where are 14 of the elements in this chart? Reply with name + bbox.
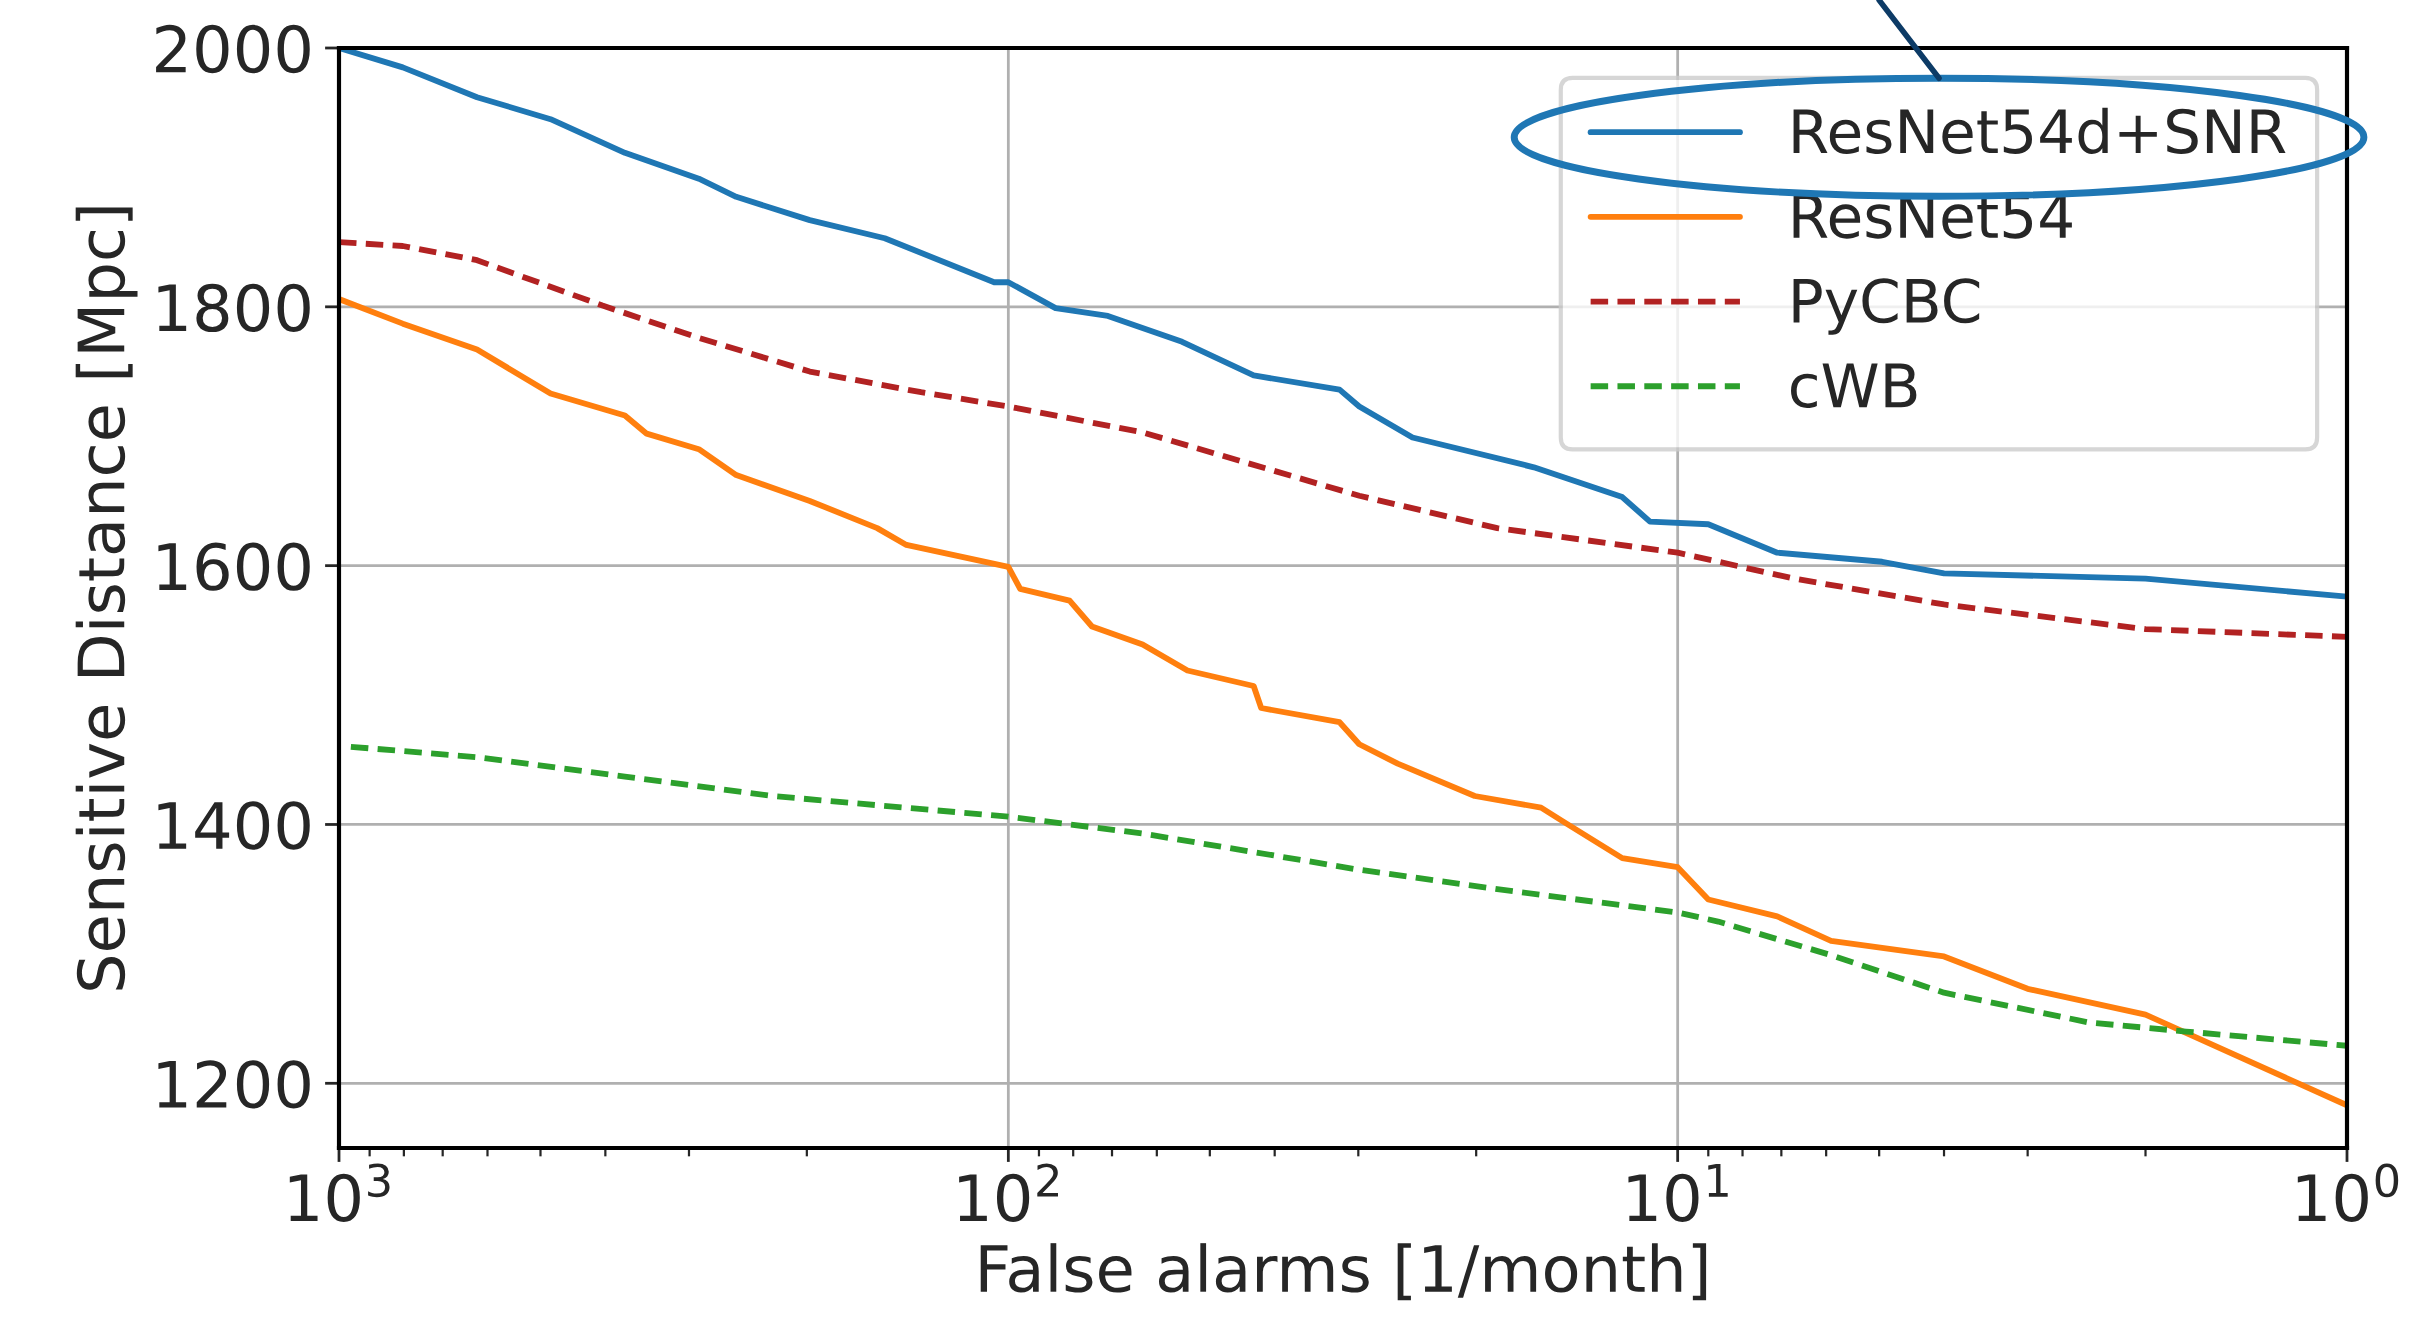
y-tick-label: 2000 [156,24,310,74]
legend-label: cWB [1791,363,1917,408]
legend-label: ResNet54d+SNR [1793,107,2286,154]
y-axis-title: Sensitive Distance [Mpc] [75,207,138,990]
x-tick-label: 10$^{3}$ [289,1163,390,1222]
x-tick-label: 10$^{0}$ [2297,1163,2399,1222]
x-tick-label: 10$^{2}$ [959,1163,1058,1222]
y-tick-label: 1600 [158,542,310,591]
x-tick-label: 10$^{1}$ [1628,1164,1728,1223]
y-tick-label: 1400 [158,801,310,850]
legend-label: PyCBC [1793,278,1980,335]
y-tick-label: 1200 [158,1060,310,1109]
x-axis-title: False alarms [1/month] [980,1243,1707,1301]
y-tick-label: 1800 [158,283,310,332]
